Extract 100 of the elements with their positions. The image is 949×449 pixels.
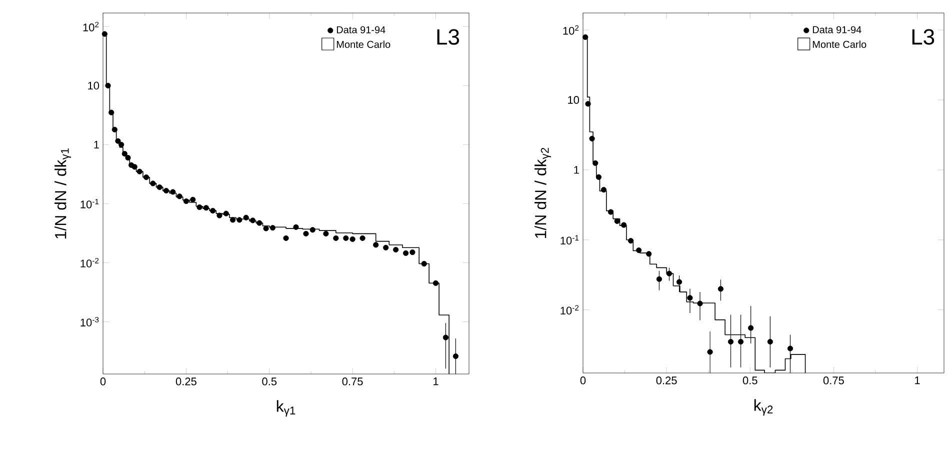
point xyxy=(190,196,196,202)
legend-label: Monte Carlo xyxy=(336,40,390,48)
legend-label: Data 91-94 xyxy=(336,26,386,34)
y-tick-label: 10$^{-3}$ xyxy=(80,316,99,326)
point xyxy=(343,235,349,241)
point xyxy=(738,338,744,345)
point xyxy=(293,224,299,230)
point xyxy=(442,334,449,340)
point xyxy=(150,180,156,186)
point xyxy=(243,214,249,220)
x-tick-label: 0 xyxy=(100,378,106,386)
point xyxy=(210,208,216,214)
y-tick-label: 10$^{-1}$ xyxy=(560,235,579,245)
point xyxy=(112,126,118,132)
y-axis-title: 1/N dN / dk$_{γ1}$ xyxy=(54,148,72,238)
x-tick-label: 0.25 xyxy=(656,376,677,384)
point xyxy=(628,238,634,244)
point xyxy=(118,142,124,148)
point xyxy=(767,338,773,345)
y-axis-title: 1/N dN / dk$_{γ2}$ xyxy=(534,148,552,238)
point xyxy=(176,194,182,200)
x-tick-label: 0.75 xyxy=(823,376,844,384)
point xyxy=(125,154,131,161)
point xyxy=(636,247,642,254)
point xyxy=(697,300,703,306)
annotation: L3 xyxy=(437,29,460,45)
point xyxy=(718,286,724,292)
point xyxy=(410,249,416,256)
point xyxy=(748,325,754,331)
point xyxy=(589,136,595,142)
point xyxy=(421,260,427,267)
point xyxy=(646,251,652,257)
point xyxy=(728,338,734,345)
point xyxy=(256,220,262,226)
annotation: L3 xyxy=(912,29,934,45)
point xyxy=(656,276,662,282)
x-tick-label: 1 xyxy=(915,376,920,384)
x-axis-title: k$_{γ1}$ xyxy=(276,400,296,417)
y-tick-label: 10$^{-2}$ xyxy=(560,305,579,315)
y-tick-label: 10$^{-1}$ xyxy=(80,198,99,208)
point xyxy=(156,184,162,190)
point xyxy=(676,279,682,285)
point xyxy=(283,235,289,241)
y-tick-label: 10$^{2}$ xyxy=(83,22,99,32)
point xyxy=(250,218,256,224)
point xyxy=(203,205,209,211)
x-axis-title: k$_{γ2}$ xyxy=(754,399,773,416)
point xyxy=(687,295,693,301)
point xyxy=(230,217,236,223)
point xyxy=(608,209,614,215)
y-tick-label: 10 xyxy=(568,96,580,104)
point xyxy=(196,204,202,210)
point xyxy=(310,227,316,233)
point xyxy=(432,280,439,286)
point xyxy=(350,236,356,242)
y-tick-label: 10 xyxy=(88,82,100,90)
x-tick-label: 0.5 xyxy=(262,378,277,386)
point xyxy=(270,224,276,231)
y-tick-label: 10$^{-2}$ xyxy=(80,258,99,268)
point xyxy=(452,353,458,360)
point xyxy=(263,226,269,232)
x-tick-label: 0.75 xyxy=(342,378,363,386)
point xyxy=(143,174,150,180)
point xyxy=(333,235,339,241)
legend-label: Monte Carlo xyxy=(812,40,866,48)
y-tick-label: 10$^{2}$ xyxy=(563,25,579,35)
x-tick-label: 0 xyxy=(580,376,586,384)
point xyxy=(170,189,176,195)
point xyxy=(323,230,329,236)
point xyxy=(136,168,142,174)
point xyxy=(108,110,114,116)
x-tick-label: 0.5 xyxy=(742,376,758,384)
point xyxy=(115,138,121,144)
point xyxy=(596,174,602,180)
point xyxy=(105,82,111,88)
x-tick-label: 0.25 xyxy=(176,378,196,386)
point xyxy=(132,164,138,170)
point xyxy=(393,246,399,252)
legend-label: Data 91-94 xyxy=(812,26,862,34)
point xyxy=(360,235,366,241)
point xyxy=(614,218,620,224)
point xyxy=(402,250,409,256)
point xyxy=(223,210,229,216)
point xyxy=(592,160,598,166)
point xyxy=(383,244,389,250)
point xyxy=(303,230,309,236)
point xyxy=(620,222,627,228)
y-tick-label: 1 xyxy=(574,166,579,174)
x-tick-label: 1 xyxy=(434,378,438,386)
point xyxy=(600,186,607,193)
point xyxy=(582,34,588,40)
point xyxy=(707,349,713,355)
point xyxy=(666,270,672,276)
point xyxy=(216,212,222,218)
point xyxy=(585,101,591,107)
y-tick-label: 1 xyxy=(94,140,99,148)
point xyxy=(102,31,108,37)
point xyxy=(236,217,242,223)
point xyxy=(787,346,794,352)
point xyxy=(183,198,189,204)
